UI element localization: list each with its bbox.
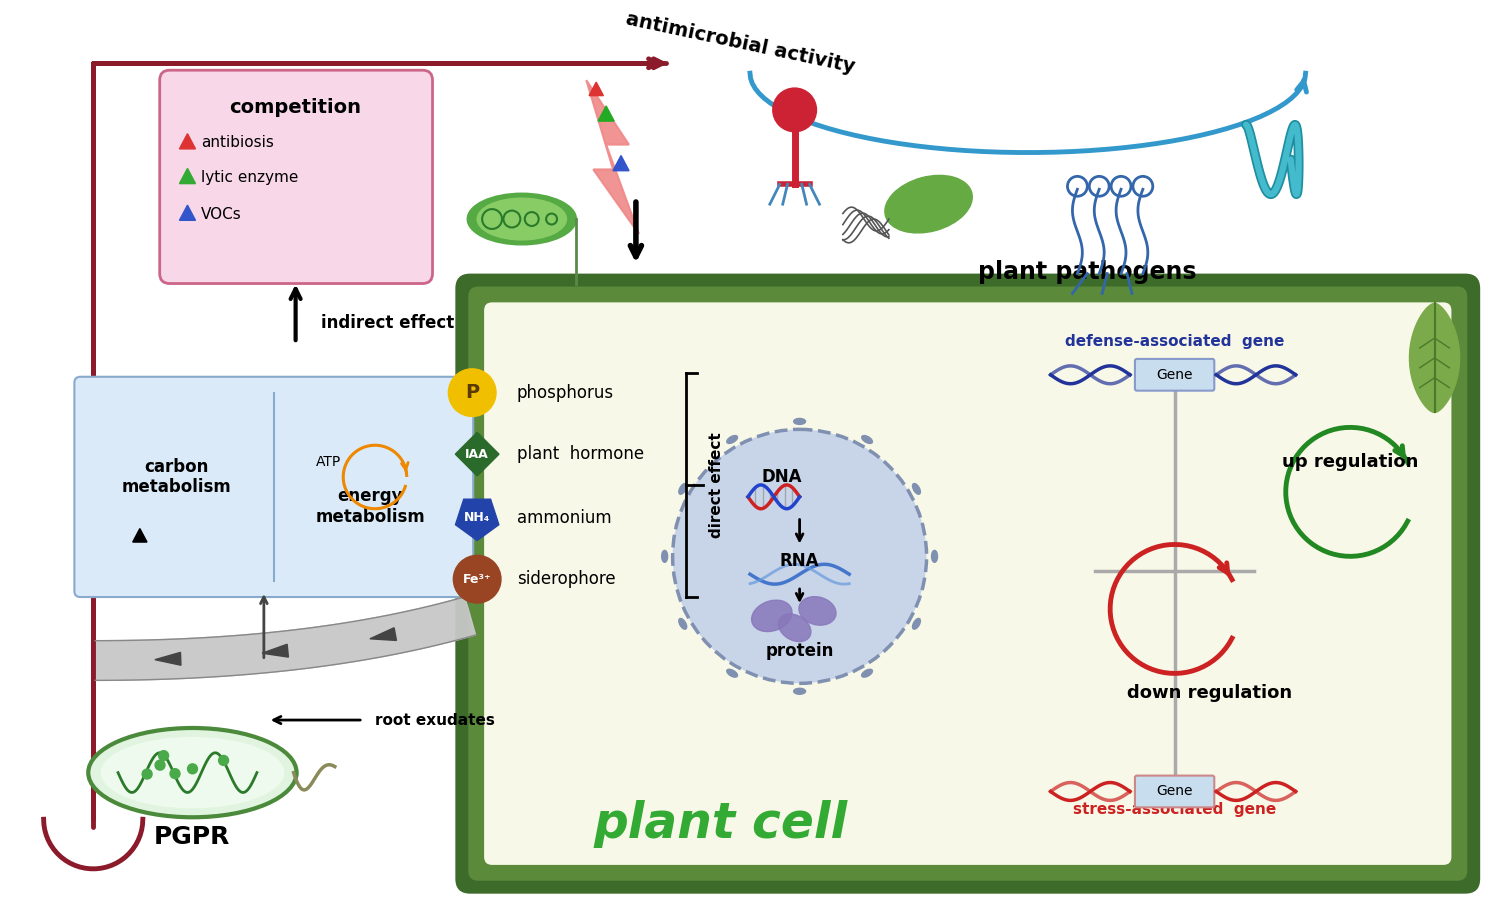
Ellipse shape: [679, 619, 687, 630]
Text: competition: competition: [229, 98, 361, 117]
Text: NH₄: NH₄: [465, 511, 490, 524]
Text: lytic enzyme: lytic enzyme: [201, 170, 298, 185]
Circle shape: [154, 760, 165, 770]
Text: up regulation: up regulation: [1282, 453, 1418, 471]
Text: RNA: RNA: [779, 552, 820, 570]
Polygon shape: [598, 106, 615, 121]
Ellipse shape: [679, 483, 687, 494]
Text: protein: protein: [766, 641, 833, 659]
Polygon shape: [180, 169, 195, 184]
FancyBboxPatch shape: [1135, 776, 1214, 807]
Ellipse shape: [751, 600, 791, 631]
Polygon shape: [133, 529, 147, 542]
Circle shape: [673, 429, 926, 684]
Text: plant cell: plant cell: [594, 800, 847, 848]
Circle shape: [169, 769, 180, 778]
Circle shape: [219, 756, 228, 766]
FancyBboxPatch shape: [456, 273, 1480, 894]
Circle shape: [142, 769, 151, 779]
Text: plant pathogens: plant pathogens: [977, 260, 1196, 283]
Text: antibiosis: antibiosis: [201, 135, 274, 150]
Ellipse shape: [793, 688, 805, 695]
Text: root exudates: root exudates: [375, 713, 495, 728]
Text: Fe³⁺: Fe³⁺: [463, 573, 492, 585]
Text: siderophore: siderophore: [517, 570, 616, 588]
Polygon shape: [456, 499, 499, 540]
Text: stress-associated  gene: stress-associated gene: [1073, 802, 1276, 817]
FancyBboxPatch shape: [160, 70, 433, 283]
Ellipse shape: [931, 550, 937, 562]
Ellipse shape: [88, 728, 297, 817]
Polygon shape: [180, 133, 195, 149]
Circle shape: [448, 369, 496, 417]
FancyBboxPatch shape: [75, 377, 474, 597]
Ellipse shape: [727, 436, 738, 444]
Text: DNA: DNA: [761, 468, 802, 486]
Ellipse shape: [862, 669, 872, 677]
Text: Gene: Gene: [1156, 368, 1193, 382]
Ellipse shape: [727, 669, 738, 677]
Ellipse shape: [661, 550, 667, 562]
Text: plant  hormone: plant hormone: [517, 446, 645, 463]
Ellipse shape: [913, 619, 920, 630]
Ellipse shape: [799, 596, 836, 625]
Polygon shape: [456, 432, 499, 476]
Text: PGPR: PGPR: [154, 825, 231, 849]
Text: VOCs: VOCs: [201, 207, 243, 222]
Polygon shape: [262, 644, 288, 657]
Text: Gene: Gene: [1156, 785, 1193, 798]
Polygon shape: [94, 597, 475, 680]
Polygon shape: [1409, 303, 1460, 412]
FancyBboxPatch shape: [468, 287, 1468, 880]
Ellipse shape: [477, 198, 567, 240]
Text: P: P: [465, 383, 480, 402]
Text: phosphorus: phosphorus: [517, 383, 615, 401]
Polygon shape: [154, 652, 181, 666]
Polygon shape: [586, 80, 639, 234]
Ellipse shape: [913, 483, 920, 494]
Text: indirect effect: indirect effect: [321, 314, 454, 332]
Ellipse shape: [862, 436, 872, 444]
FancyBboxPatch shape: [484, 302, 1451, 865]
Polygon shape: [370, 628, 396, 640]
Ellipse shape: [793, 419, 805, 425]
FancyBboxPatch shape: [1135, 359, 1214, 391]
Text: down regulation: down regulation: [1127, 685, 1292, 703]
Text: IAA: IAA: [465, 447, 489, 461]
Text: defense-associated  gene: defense-associated gene: [1064, 334, 1285, 348]
Text: direct effect: direct effect: [709, 432, 724, 538]
Circle shape: [187, 764, 198, 774]
Text: energy
metabolism: energy metabolism: [315, 487, 424, 526]
Polygon shape: [180, 205, 195, 220]
Ellipse shape: [778, 614, 811, 641]
Text: ATP: ATP: [316, 456, 340, 469]
Text: carbon
metabolism: carbon metabolism: [121, 457, 231, 496]
Polygon shape: [613, 155, 630, 170]
Polygon shape: [589, 82, 604, 96]
Ellipse shape: [884, 175, 973, 233]
Circle shape: [453, 556, 501, 603]
Circle shape: [773, 88, 817, 132]
Text: ammonium: ammonium: [517, 509, 612, 527]
Ellipse shape: [468, 193, 577, 244]
Circle shape: [159, 750, 168, 760]
Text: antimicrobial activity: antimicrobial activity: [624, 10, 856, 77]
Ellipse shape: [100, 737, 285, 808]
